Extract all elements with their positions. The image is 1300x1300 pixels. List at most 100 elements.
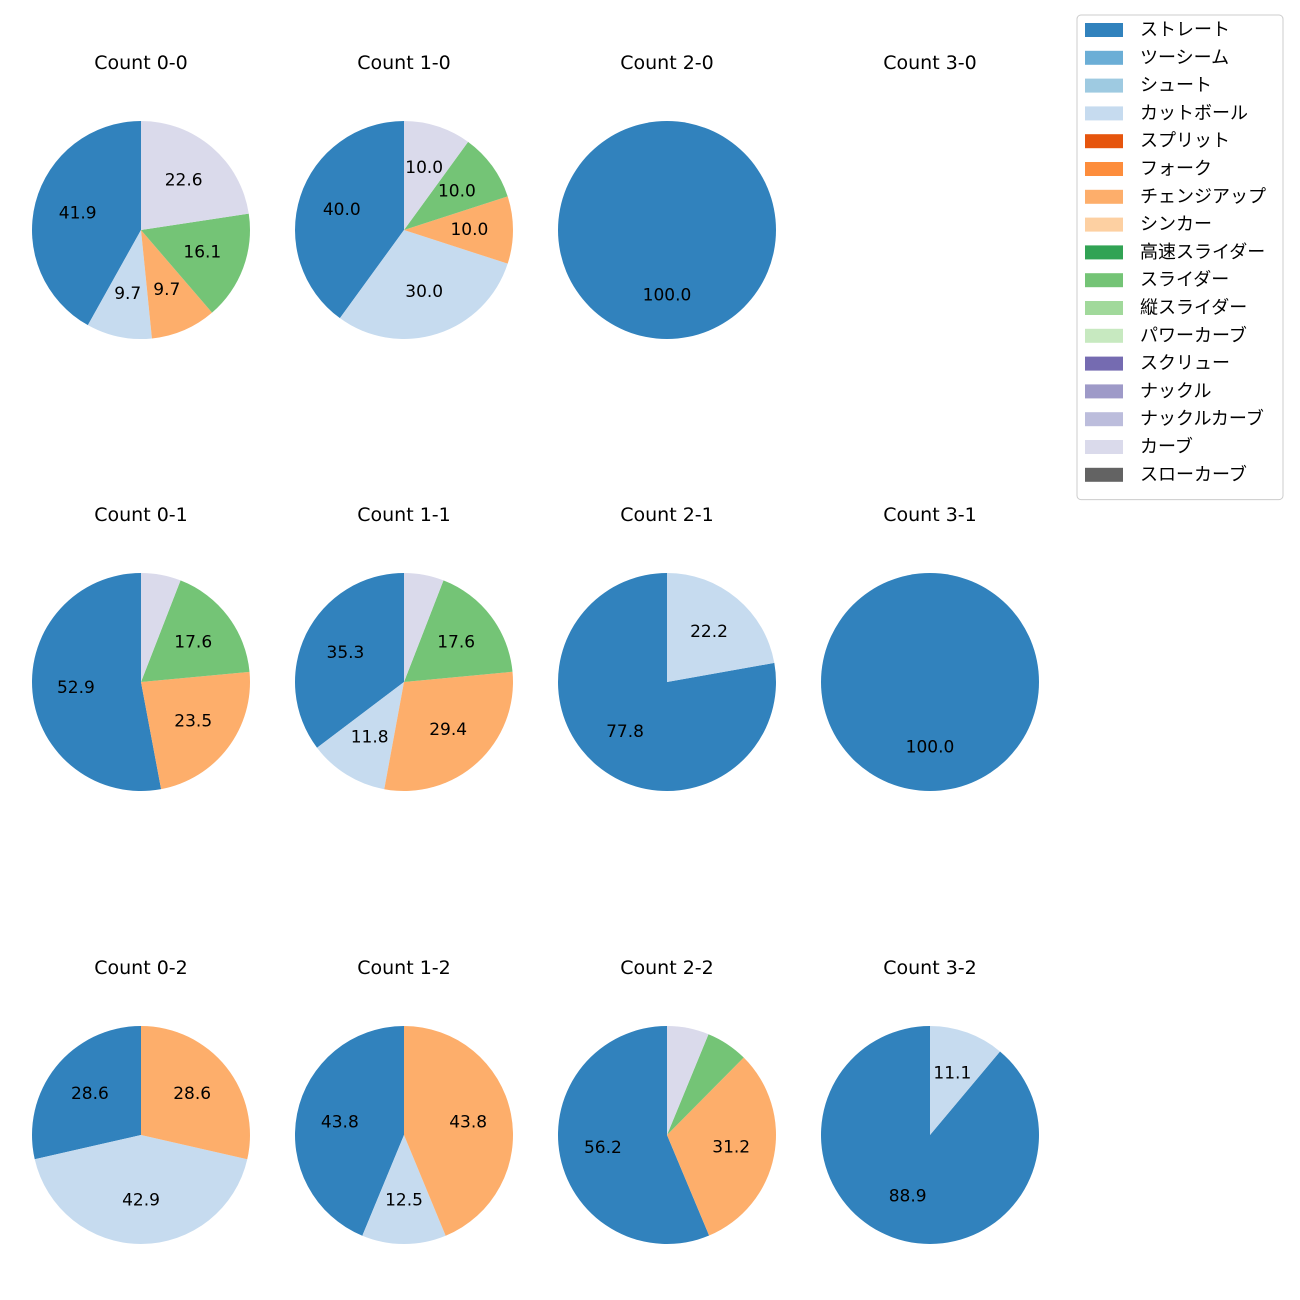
legend: ストレートツーシームシュートカットボールスプリットフォークチェンジアップシンカー… [1076,14,1284,501]
slice-count-0-0-カーブ [141,121,249,230]
slice-count-3-2-ストレート [820,1026,1039,1244]
slice-count-3-2-カットボール [930,1026,1001,1135]
pie-count-2-0: Count 2-0 100.0 [558,52,776,339]
slice-label-count-0-2-ストレート: 28.6 [71,1084,109,1104]
slice-count-2-0-ストレート [558,121,776,339]
slice-label-count-0-0-カーブ: 22.6 [165,170,203,190]
slice-label-count-0-1-チェンジアップ: 23.5 [174,711,212,731]
pie-count-1-2: Count 1-2 43.8 12.5 43.8 [295,957,513,1244]
legend-label-ナックル: ナックル [1140,381,1211,402]
slice-label-count-0-2-チェンジアップ: 28.6 [173,1084,211,1104]
legend-swatch-カットボール [1085,106,1123,121]
legend-label-ストレート: ストレート [1140,20,1230,41]
legend-swatch-フォーク [1085,162,1123,176]
pie-count-0-0: Count 0-041.99.7 9.716.122.6 [31,52,250,339]
slice-count-0-1-スライダー [141,580,250,682]
slice-count-1-1-チェンジアップ [384,671,513,791]
slice-count-1-0-カーブ [404,121,469,230]
slice-count-1-0-チェンジアップ [404,196,513,264]
pie-title-count-2-2: Count 2-2 [620,957,714,979]
slice-count-1-1-カーブ [404,573,444,682]
slice-count-0-1-カーブ [141,573,181,682]
slice-count-1-2-ストレート [295,1026,404,1236]
slice-label-count-3-2-カットボール: 11.1 [933,1064,971,1084]
slice-count-0-1-ストレート [31,573,162,791]
slice-label-count-1-2-カットボール: 12.5 [385,1190,423,1210]
slice-label-count-0-0-カットボール: 9.7 [114,284,141,304]
legend-swatch-カーブ [1085,440,1123,454]
slice-count-1-0-スライダー [404,141,508,230]
legend-swatch-スプリット [1085,134,1123,149]
slice-label-count-2-0-ストレート: 100.0 [643,285,692,305]
legend-swatch-高速スライダー [1085,245,1123,260]
pie-count-0-1: Count 0-1 52.9 23.5 17.6 [31,504,250,791]
pie-title-count-0-1: Count 0-1 [94,504,188,526]
slice-count-2-2-カーブ [667,1026,709,1135]
slice-label-count-1-0-カットボール: 30.0 [405,282,443,302]
legend-swatch-シンカー [1085,217,1123,232]
slice-count-1-2-カットボール [362,1135,446,1244]
legend-swatch-スクリュー [1085,356,1123,371]
pie-count-2-2: Count 2-2 56.2 31.2 [557,957,776,1245]
pie-title-count-3-0: Count 3-0 [883,52,977,74]
slice-label-count-0-1-スライダー: 17.6 [174,633,212,653]
slice-label-count-0-0-スライダー: 16.1 [183,243,221,263]
slice-count-1-1-ストレート [294,573,404,748]
slice-count-1-0-ストレート [295,121,404,319]
pie-count-3-1: Count 3-1 100.0 [821,504,1039,791]
legend-swatch-チェンジアップ [1085,189,1123,204]
slice-label-count-3-1-ストレート: 100.0 [906,737,955,757]
pie-count-1-0: Count 1-0 40.0 30.0 10.0 10.0 10.0 [295,52,513,339]
legend-label-ナックルカーブ: ナックルカーブ [1140,408,1264,430]
slice-count-2-2-チェンジアップ [667,1057,776,1236]
legend-swatch-シュート [1085,78,1123,93]
legend-label-パワーカーブ: パワーカーブ [1140,324,1247,346]
slice-count-2-2-スライダー [667,1034,744,1135]
slice-count-2-1-カットボール [667,573,775,682]
legend-label-スクリュー: スクリュー [1140,353,1230,374]
slice-label-count-1-2-ストレート: 43.8 [321,1112,359,1132]
slice-label-count-0-1-ストレート: 52.9 [57,678,95,698]
pie-title-count-0-2: Count 0-2 [94,957,188,979]
slice-label-count-1-2-チェンジアップ: 43.8 [449,1112,487,1132]
pie-title-count-2-1: Count 2-1 [620,504,714,526]
slice-count-0-1-チェンジアップ [141,671,250,790]
legend-swatch-ツーシーム [1085,50,1123,65]
slice-label-count-1-0-カーブ: 10.0 [405,158,443,178]
slice-count-1-1-スライダー [404,580,513,682]
slice-count-0-2-チェンジアップ [141,1026,250,1160]
legend-label-シュート: シュート [1140,75,1212,96]
slice-count-1-0-カットボール [339,230,508,339]
legend-frame [1076,14,1284,501]
slice-label-count-2-1-ストレート: 77.8 [606,722,644,742]
slice-label-count-1-0-スライダー: 10.0 [438,182,476,202]
slice-count-2-2-ストレート [557,1026,710,1245]
pie-title-count-3-1: Count 3-1 [883,504,977,526]
slice-label-count-1-1-チェンジアップ: 29.4 [429,720,467,740]
legend-swatch-ナックル [1085,384,1123,399]
slice-label-count-0-0-ストレート: 41.9 [59,204,97,224]
legend-label-ツーシーム: ツーシーム [1140,47,1229,68]
slice-label-count-3-2-ストレート: 88.9 [889,1186,927,1206]
slice-count-3-1-ストレート [821,573,1039,791]
slice-label-count-2-1-カットボール: 22.2 [690,622,728,642]
legend-swatch-ストレート [1085,23,1123,37]
pie-count-3-2: Count 3-2 88.9 11.1 [820,957,1039,1244]
legend-swatch-ナックルカーブ [1085,412,1123,427]
pie-count-1-1: Count 1-1 35.3 11.8 29.4 17.6 [294,504,513,791]
slice-label-count-0-0-チェンジアップ: 9.7 [153,280,180,300]
legend-label-スライダー: スライダー [1140,270,1229,291]
legend-label-高速スライダー: 高速スライダー [1140,242,1265,263]
slice-label-count-1-1-カットボール: 11.8 [351,728,389,748]
slice-count-1-2-チェンジアップ [404,1026,513,1236]
legend-label-縦スライダー: 縦スライダー [1140,298,1247,319]
pie-title-count-3-2: Count 3-2 [883,957,977,979]
legend-swatch-スローカーブ [1085,467,1123,482]
slice-label-count-1-0-チェンジアップ: 10.0 [450,220,488,240]
pie-title-count-1-2: Count 1-2 [357,957,451,979]
slice-label-count-2-2-ストレート: 56.2 [584,1138,622,1158]
slice-count-0-0-カットボール [87,230,152,339]
legend-label-フォーク: フォーク [1140,159,1212,180]
slice-count-1-1-カットボール [317,682,404,790]
